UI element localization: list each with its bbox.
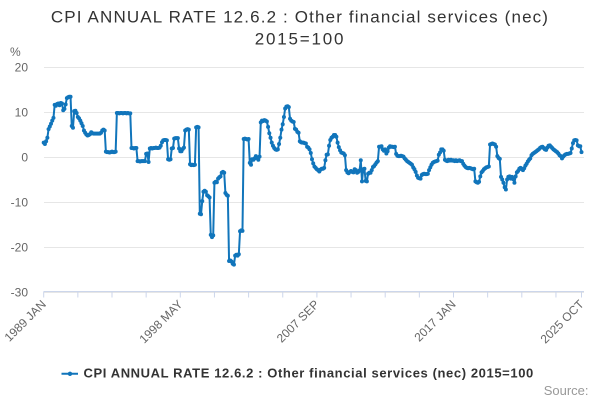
svg-text:0: 0 — [21, 151, 28, 165]
svg-text:-20: -20 — [11, 241, 29, 255]
svg-text:-10: -10 — [11, 196, 29, 210]
svg-text:2015=100: 2015=100 — [255, 30, 346, 49]
svg-text:%: % — [10, 45, 21, 59]
svg-text:10: 10 — [15, 106, 29, 120]
svg-text:CPI ANNUAL RATE 12.6.2 : Other: CPI ANNUAL RATE 12.6.2 : Other financial… — [84, 366, 534, 381]
svg-text:Source:: Source: — [544, 383, 589, 398]
svg-text:CPI ANNUAL RATE 12.6.2 : Other: CPI ANNUAL RATE 12.6.2 : Other financial… — [51, 8, 549, 27]
svg-text:-30: -30 — [11, 286, 29, 300]
svg-text:20: 20 — [15, 61, 29, 75]
